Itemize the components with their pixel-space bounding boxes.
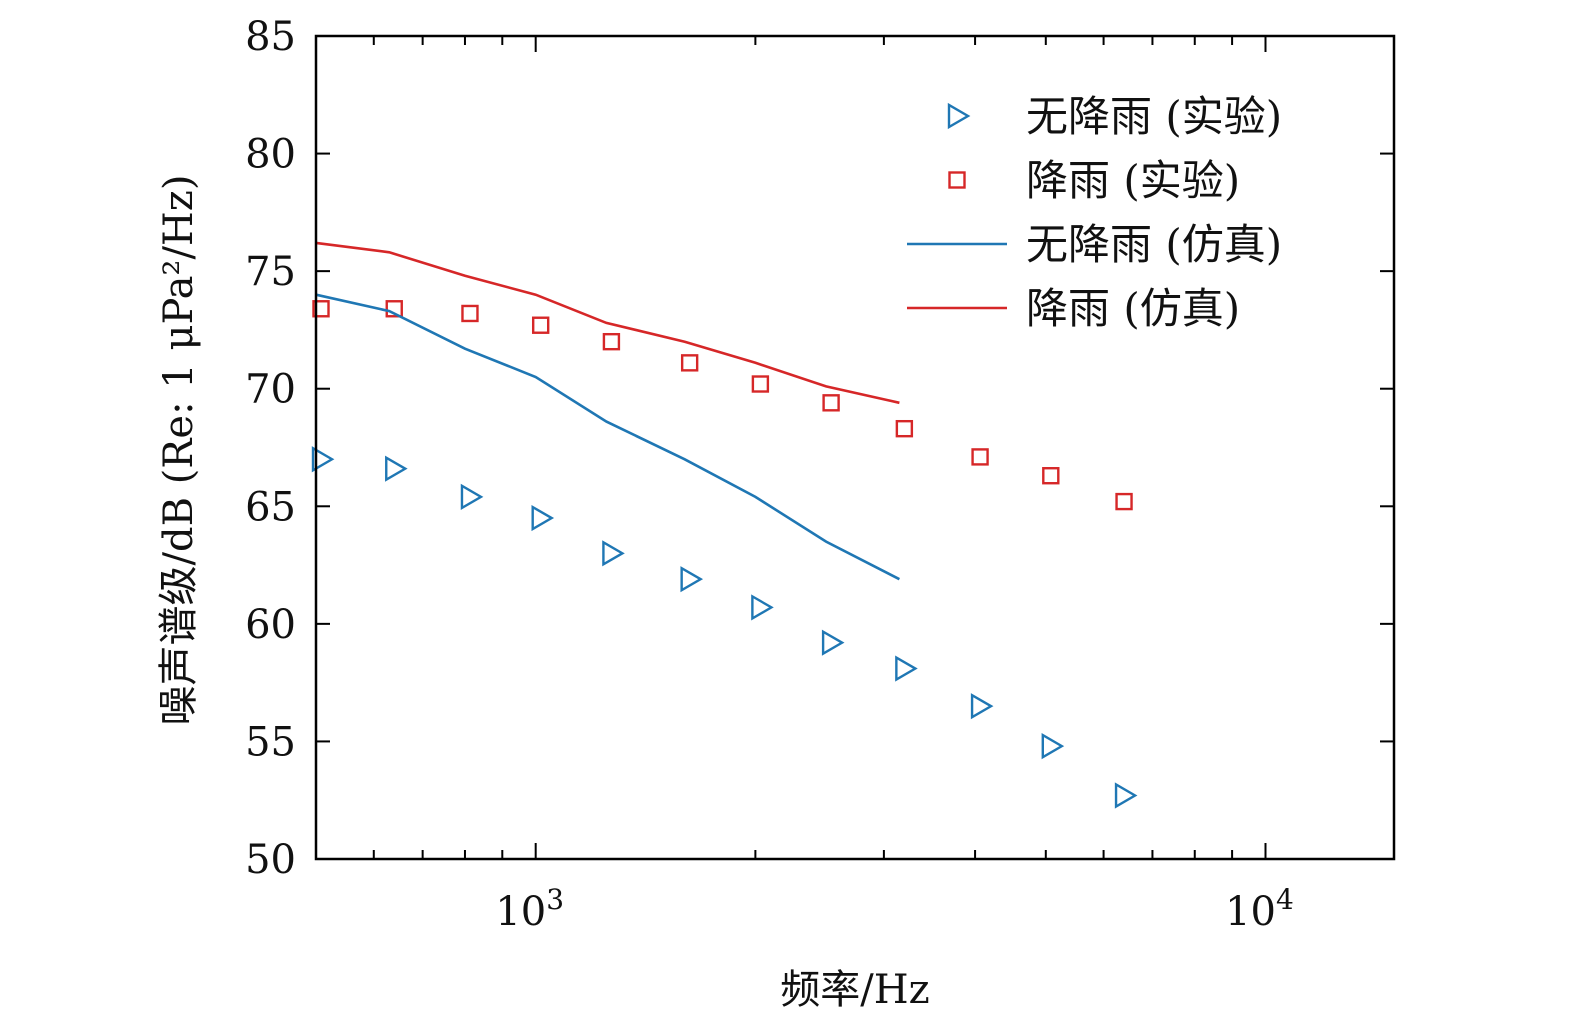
- series-1: [312, 300, 1133, 511]
- y-axis-title: 噪声谱级/dB (Re: 1 μPa²/Hz): [156, 175, 202, 726]
- plot-marks: [311, 241, 1138, 809]
- series-line: [315, 293, 900, 581]
- data-point-square: [1042, 467, 1060, 485]
- x-tick-label-exponent: 4: [1276, 883, 1294, 916]
- x-tick-label: 103: [495, 883, 564, 935]
- data-point-square: [1115, 492, 1133, 511]
- x-tick-label: 104: [1225, 883, 1294, 935]
- x-tick-label-exponent: 3: [546, 883, 564, 916]
- x-axis-title: 频率/Hz: [780, 967, 929, 1013]
- y-tick-label: 55: [245, 719, 296, 765]
- legend-item: 降雨 (实验): [948, 156, 1240, 205]
- data-point-triangle: [1114, 782, 1138, 809]
- series-3: [315, 241, 900, 405]
- data-point-triangle: [460, 483, 484, 510]
- axis-ticks: [315, 35, 1394, 860]
- data-point-square: [822, 394, 840, 412]
- legend-label: 降雨 (实验): [1026, 156, 1240, 205]
- legend-label: 无降雨 (仿真): [1026, 220, 1282, 269]
- data-point-square: [385, 300, 403, 318]
- y-tick-label: 85: [245, 14, 296, 60]
- data-point-triangle: [1041, 733, 1065, 760]
- series-2: [315, 293, 900, 581]
- y-tick-label: 65: [245, 484, 296, 530]
- data-point-triangle: [311, 446, 335, 473]
- y-tick-label: 70: [245, 367, 296, 413]
- data-point-square: [602, 332, 621, 351]
- data-point-square: [895, 419, 914, 438]
- series-0: [311, 446, 1138, 809]
- legend: 无降雨 (实验) 降雨 (实验) 无降雨 (仿真) 降雨 (仿真): [907, 92, 1282, 333]
- data-point-triangle: [970, 693, 994, 720]
- y-tick-label: 80: [245, 132, 296, 178]
- y-tick-label: 75: [245, 249, 296, 295]
- data-point-square: [531, 316, 550, 334]
- y-tick-label: 60: [245, 602, 296, 648]
- data-point-square: [751, 375, 770, 393]
- legend-item: 无降雨 (仿真): [907, 220, 1282, 269]
- legend-square-swatch: [948, 171, 966, 189]
- legend-label: 降雨 (仿真): [1026, 284, 1240, 333]
- data-point-triangle: [385, 455, 408, 482]
- data-point-triangle: [680, 566, 704, 593]
- data-point-square: [680, 354, 699, 372]
- data-point-triangle: [531, 504, 555, 532]
- x-tick-label-base: 10: [1225, 889, 1276, 935]
- data-point-triangle: [751, 594, 774, 621]
- data-point-square: [461, 304, 479, 323]
- data-point-square: [971, 448, 989, 466]
- series-line: [315, 241, 900, 405]
- data-point-triangle: [895, 655, 918, 682]
- legend-item: 降雨 (仿真): [907, 284, 1240, 333]
- data-point-triangle: [821, 629, 845, 656]
- legend-item: 无降雨 (实验): [947, 92, 1282, 141]
- legend-triangle-swatch: [947, 102, 971, 130]
- y-tick-label: 50: [245, 837, 296, 883]
- data-point-square: [312, 300, 330, 318]
- legend-label: 无降雨 (实验): [1026, 92, 1282, 141]
- data-point-triangle: [602, 540, 625, 567]
- plot-frame: [314, 34, 1396, 861]
- x-tick-label-base: 10: [495, 889, 546, 935]
